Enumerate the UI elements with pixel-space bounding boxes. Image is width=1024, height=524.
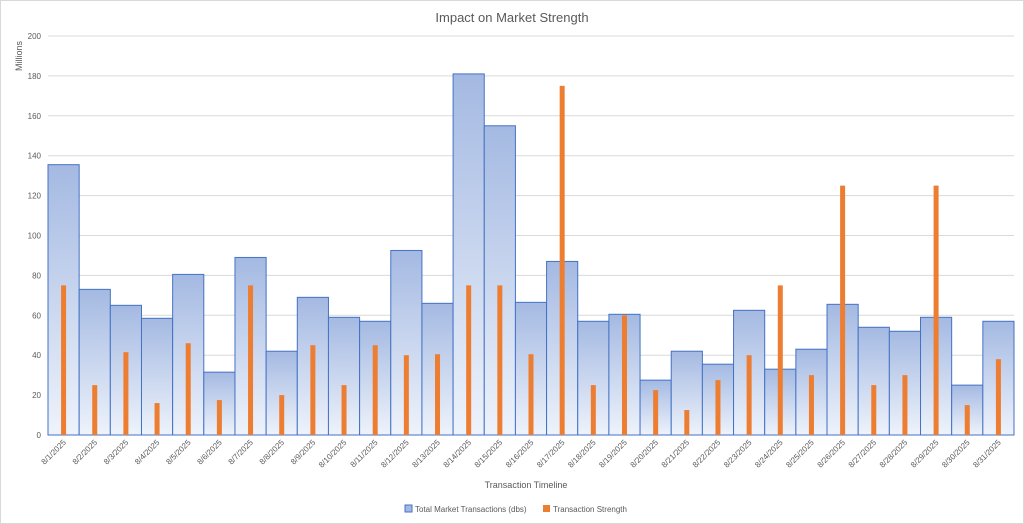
legend-label-transaction-strength: Transaction Strength <box>553 505 627 514</box>
y-tick-label: 20 <box>32 391 41 400</box>
x-tick-label: 8/2/2025 <box>71 438 100 467</box>
x-tick-labels: 8/1/2025 8/2/2025 8/3/2025 8/4/2025 8/5/2025… <box>40 438 1004 470</box>
y-tick-labels: 0 20 40 60 80 100 120 140 160 180 200 <box>28 32 42 440</box>
transaction-strength-bar <box>995 359 1001 435</box>
transaction-strength-bar <box>684 410 690 435</box>
x-tick-label: 8/3/2025 <box>102 438 131 467</box>
transaction-strength-bar <box>715 380 721 435</box>
x-tick-label: 8/15/2025 <box>473 438 505 470</box>
transaction-strength-bar <box>808 375 814 435</box>
y-tick-label: 80 <box>32 271 41 280</box>
x-tick-label: 8/8/2025 <box>258 438 287 467</box>
transaction-strength-bar <box>653 390 659 435</box>
y-tick-label: 100 <box>28 232 42 241</box>
transaction-strength-bar <box>123 352 129 435</box>
transaction-strength-bar <box>964 405 970 435</box>
transaction-strength-bar <box>248 285 254 435</box>
y-tick-label: 200 <box>28 32 42 41</box>
y-tick-label: 60 <box>32 311 41 320</box>
y-tick-label: 120 <box>28 192 42 201</box>
x-tick-label: 8/7/2025 <box>227 438 256 467</box>
x-tick-label: 8/14/2025 <box>442 438 474 470</box>
x-tick-label: 8/24/2025 <box>753 438 785 470</box>
x-tick-label: 8/5/2025 <box>164 438 193 467</box>
y-axis-label: Millions <box>14 41 24 72</box>
legend-swatch-total-market-transactions <box>404 504 413 513</box>
legend: Total Market Transactions (dbs) Transact… <box>404 504 627 514</box>
x-tick-label: 8/17/2025 <box>535 438 567 470</box>
x-tick-label: 8/20/2025 <box>629 438 661 470</box>
y-tick-label: 40 <box>32 351 41 360</box>
x-axis-label: Transaction Timeline <box>485 480 568 490</box>
transaction-strength-bar <box>216 400 222 435</box>
x-tick-label: 8/22/2025 <box>691 438 723 470</box>
transaction-strength-bar <box>559 85 565 435</box>
x-tick-label: 8/11/2025 <box>348 438 379 469</box>
x-tick-label: 8/12/2025 <box>379 438 411 470</box>
transaction-strength-bar <box>746 355 752 435</box>
y-tick-label: 0 <box>37 431 42 440</box>
x-tick-label: 8/1/2025 <box>40 438 69 467</box>
x-tick-label: 8/25/2025 <box>784 438 816 470</box>
transaction-strength-bar <box>185 343 191 435</box>
x-tick-label: 8/19/2025 <box>597 438 629 470</box>
y-tick-label: 140 <box>28 152 42 161</box>
x-tick-label: 8/16/2025 <box>504 438 536 470</box>
x-tick-label: 8/26/2025 <box>815 438 847 470</box>
transaction-strength-bar <box>466 285 472 435</box>
x-tick-label: 8/9/2025 <box>289 438 318 467</box>
transaction-strength-bar <box>61 285 67 435</box>
legend-swatch-transaction-strength <box>543 505 550 512</box>
x-tick-label: 8/10/2025 <box>317 438 349 470</box>
transaction-strength-bar <box>435 354 441 435</box>
transaction-strength-bar <box>279 395 285 435</box>
transaction-strength-bar <box>92 385 98 435</box>
transaction-strength-bars <box>61 85 1001 435</box>
transaction-strength-bar <box>621 315 627 435</box>
y-tick-label: 180 <box>28 72 42 81</box>
transaction-strength-bar <box>933 185 939 435</box>
x-tick-label: 8/27/2025 <box>847 438 879 470</box>
x-tick-label: 8/28/2025 <box>878 438 910 470</box>
transaction-strength-bar <box>154 403 160 435</box>
transaction-strength-bar <box>528 354 534 435</box>
x-tick-label: 8/6/2025 <box>195 438 224 467</box>
transaction-strength-bar <box>871 385 877 435</box>
x-tick-label: 8/23/2025 <box>722 438 754 470</box>
transaction-strength-bar <box>403 355 409 435</box>
x-tick-label: 8/30/2025 <box>940 438 972 470</box>
x-tick-label: 8/29/2025 <box>909 438 941 470</box>
transaction-strength-bar <box>497 285 503 435</box>
transaction-strength-bar <box>372 345 378 435</box>
transaction-strength-bar <box>341 385 347 435</box>
legend-label-total-market-transactions: Total Market Transactions (dbs) <box>415 505 527 514</box>
transaction-strength-bar <box>590 385 596 435</box>
x-tick-label: 8/31/2025 <box>971 438 1003 470</box>
transaction-strength-bar <box>310 345 316 435</box>
transaction-strength-bar <box>777 285 783 435</box>
transaction-strength-bar <box>902 375 908 435</box>
chart-title: Impact on Market Strength <box>435 10 588 25</box>
x-tick-label: 8/13/2025 <box>410 438 442 470</box>
x-tick-label: 8/18/2025 <box>566 438 598 470</box>
transaction-strength-bar <box>840 185 846 435</box>
y-tick-label: 160 <box>28 112 42 121</box>
x-tick-label: 8/4/2025 <box>133 438 162 467</box>
x-tick-label: 8/21/2025 <box>660 438 692 470</box>
